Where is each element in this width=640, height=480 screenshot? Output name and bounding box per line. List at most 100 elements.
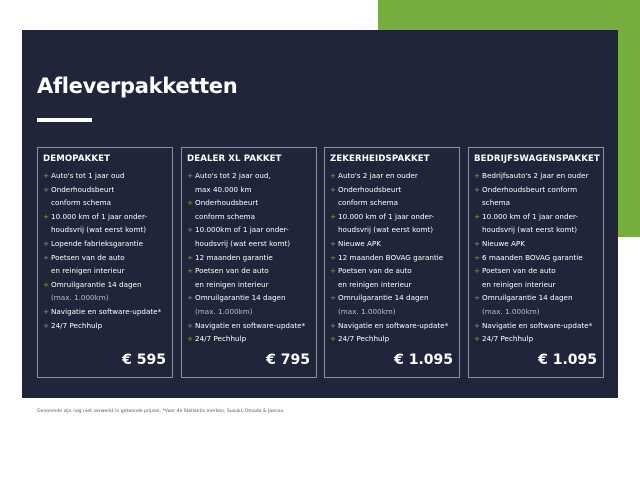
plus-icon: + <box>187 293 194 303</box>
feature-item: en reinigen interieur <box>43 264 172 278</box>
feature-text: conform schema <box>51 198 112 208</box>
feature-item: +12 maanden garantie <box>187 251 316 265</box>
feature-text: Lopende fabrieksgarantie <box>51 238 144 248</box>
page-title: Afleverpakketten <box>37 74 238 98</box>
feature-item: conform schema <box>330 196 459 210</box>
feature-item: conform schema <box>187 210 316 224</box>
feature-text: houdsvrij (wat eerst komt) <box>482 225 578 235</box>
feature-list: + Auto's tot 1 jaar oud + Onderhoudsbeurt co… <box>43 169 172 332</box>
plus-icon: + <box>43 238 50 248</box>
package-card: DEMOPAKKET + Auto's tot 1 jaar oud + Onderho… <box>37 147 173 378</box>
feature-list: + Auto's tot 2 jaar oud, max 40.000 km + Ond… <box>187 169 316 346</box>
feature-text: 10.000km of 1 jaar onder- <box>195 225 289 235</box>
feature-text: Auto's 2 jaar en ouder <box>338 171 418 180</box>
plus-icon: + <box>43 320 50 330</box>
package-card: DEALER XL PAKKET + Auto's tot 2 jaar oud, m… <box>181 147 317 378</box>
feature-item: + Onderhoudsbeurt <box>187 196 316 210</box>
feature-item: +24/7 Pechhulp <box>330 332 459 346</box>
feature-text: en reinigen interieur <box>482 279 556 289</box>
feature-text: Omruilgarantie 14 dagen <box>482 293 573 303</box>
feature-text: Onderhoudsbeurt <box>338 184 402 194</box>
feature-text: Nieuwe APK <box>338 238 381 248</box>
feature-item: +6 maanden BOVAG garantie <box>474 251 603 265</box>
package-price: € 1.095 <box>394 352 453 368</box>
feature-item: houdsvrij (wat eerst komt) <box>187 237 316 251</box>
feature-text: 24/7 Pechhulp <box>482 334 534 344</box>
feature-list: + Bedrijfsauto's 2 jaar en ouder + Onderhou… <box>474 169 603 346</box>
plus-icon: + <box>330 293 337 303</box>
plus-icon: + <box>43 306 50 316</box>
feature-text: Navigatie en software-update* <box>51 306 162 316</box>
feature-item: + Omruilgarantie 14 dagen <box>474 291 603 305</box>
feature-item: +24/7 Pechhulp <box>187 332 316 346</box>
plus-icon: + <box>330 211 337 221</box>
feature-text: Auto's tot 1 jaar oud <box>51 171 125 180</box>
feature-item: + Poetsen van de auto <box>43 251 172 265</box>
feature-item: en reinigen interieur <box>330 278 459 292</box>
feature-item: + Onderhoudsbeurt <box>330 183 459 197</box>
feature-text: Omruilgarantie 14 dagen <box>195 293 286 303</box>
feature-item: + Auto's tot 1 jaar oud <box>43 169 172 183</box>
plus-icon: + <box>330 238 337 248</box>
feature-text: (max. 1.000km) <box>482 306 540 316</box>
plus-icon: + <box>474 252 481 262</box>
feature-item: (max. 1.000km) <box>474 305 603 319</box>
feature-item: en reinigen interieur <box>187 278 316 292</box>
feature-text: Navigatie en software-update* <box>195 320 306 330</box>
packages-panel <box>22 30 618 398</box>
title-underline <box>37 118 92 122</box>
feature-item: + Nieuwe APK <box>474 237 603 251</box>
feature-item: +10.000km of 1 jaar onder- <box>187 223 316 237</box>
feature-item: + Omruilgarantie 14 dagen <box>330 291 459 305</box>
feature-text: 24/7 Pechhulp <box>338 334 390 344</box>
feature-item: +10.000 km of 1 jaar onder- <box>43 210 172 224</box>
feature-text: Onderhoudsbeurt conform <box>482 184 578 194</box>
feature-item: +12 maanden BOVAG garantie <box>330 251 459 265</box>
feature-text: conform schema <box>338 198 399 208</box>
feature-text: houdsvrij (wat eerst komt) <box>338 225 434 235</box>
feature-text: en reinigen interieur <box>338 279 412 289</box>
feature-text: Poetsen van de auto <box>482 266 556 276</box>
feature-item: + Nieuwe APK <box>330 237 459 251</box>
plus-icon: + <box>474 171 481 180</box>
plus-icon: + <box>43 279 50 289</box>
package-name: DEMOPAKKET <box>43 154 111 164</box>
feature-item: + Navigatie en software-update* <box>474 319 603 333</box>
feature-item: houdsvrij (wat eerst komt) <box>474 223 603 237</box>
feature-text: en reinigen interieur <box>51 266 125 276</box>
feature-text: houdsvrij (wat eerst komt) <box>195 238 291 248</box>
feature-item: (max. 1.000km) <box>187 305 316 319</box>
feature-item: + Omruilgarantie 14 dagen <box>43 278 172 292</box>
feature-text: 10.000 km of 1 jaar onder- <box>482 211 579 221</box>
plus-icon: + <box>330 320 337 330</box>
feature-text: Onderhoudsbeurt <box>195 198 259 208</box>
feature-item: (max. 1.000km) <box>330 305 459 319</box>
plus-icon: + <box>187 225 194 235</box>
plus-icon: + <box>330 252 337 262</box>
plus-icon: + <box>43 184 50 194</box>
feature-text: 6 maanden BOVAG garantie <box>482 252 583 262</box>
package-card: BEDRIJFSWAGENSPAKKET + Bedrijfsauto's 2 ja… <box>468 147 604 378</box>
plus-icon: + <box>474 320 481 330</box>
feature-text: 12 maanden BOVAG garantie <box>338 252 444 262</box>
feature-item: + Poetsen van de auto <box>187 264 316 278</box>
feature-text: 10.000 km of 1 jaar onder- <box>51 211 148 221</box>
feature-text: 12 maanden garantie <box>195 252 273 262</box>
feature-text: Omruilgarantie 14 dagen <box>338 293 429 303</box>
feature-item: + Bedrijfsauto's 2 jaar en ouder <box>474 169 603 183</box>
feature-text: Poetsen van de auto <box>51 252 125 262</box>
package-price: € 795 <box>266 352 310 368</box>
feature-text: Bedrijfsauto's 2 jaar en ouder <box>482 171 589 180</box>
plus-icon: + <box>474 211 481 221</box>
feature-text: (max. 1.000km) <box>51 293 109 303</box>
plus-icon: + <box>474 293 481 303</box>
feature-item: max 40.000 km <box>187 183 316 197</box>
plus-icon: + <box>187 266 194 276</box>
feature-text: Poetsen van de auto <box>195 266 269 276</box>
feature-text: conform schema <box>195 211 256 221</box>
feature-item: +24/7 Pechhulp <box>474 332 603 346</box>
package-name: BEDRIJFSWAGENSPAKKET <box>474 154 600 164</box>
feature-text: houdsvrij (wat eerst komt) <box>51 225 147 235</box>
feature-item: schema <box>474 196 603 210</box>
plus-icon: + <box>330 334 337 344</box>
